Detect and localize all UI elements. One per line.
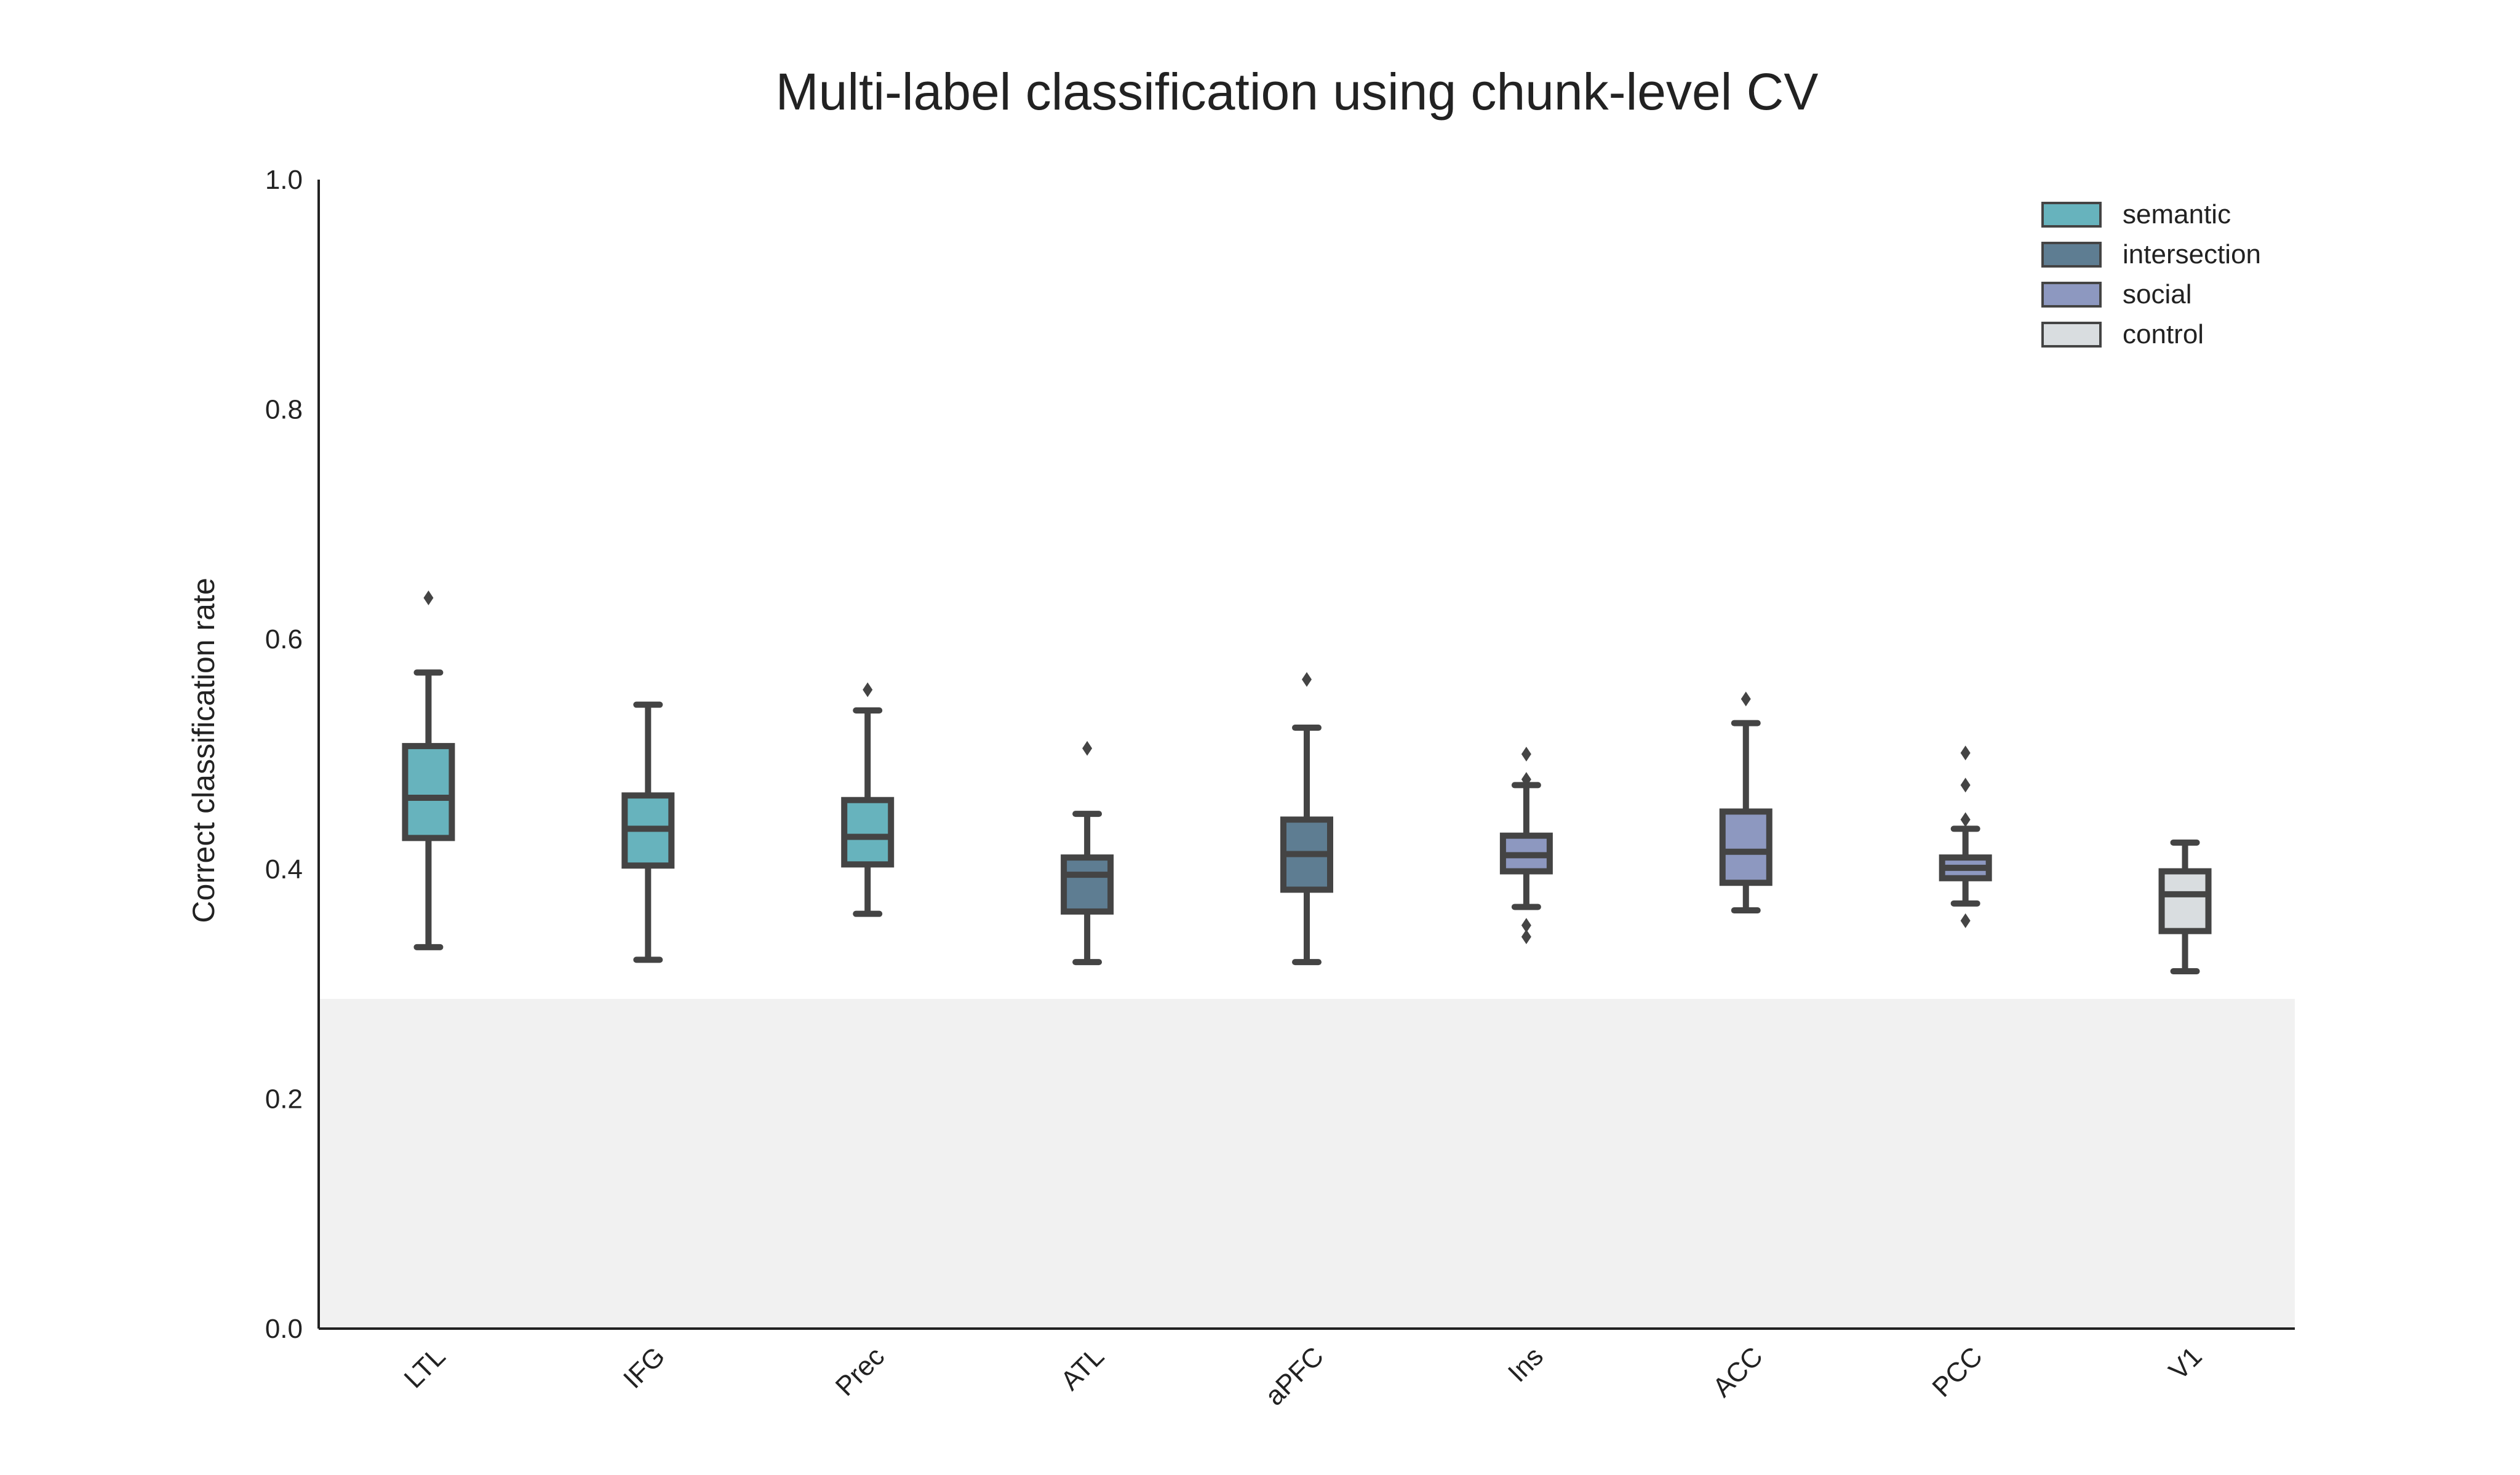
y-tick-label: 0.4 — [265, 854, 303, 885]
legend-swatch — [2041, 202, 2102, 228]
outlier-point — [1960, 913, 1971, 928]
y-tick-label: 0.6 — [265, 624, 303, 654]
box-ifg — [621, 701, 675, 963]
legend-item-label: intersection — [2123, 239, 2261, 269]
box-pcc — [1939, 745, 1992, 928]
x-tick-label: Prec — [830, 1341, 891, 1402]
outlier-point — [863, 682, 873, 698]
box-acc — [1719, 691, 1772, 914]
box-apfc — [1280, 672, 1333, 966]
box-iqr — [402, 742, 455, 841]
box-prec — [841, 682, 895, 917]
legend: semantic intersection social control — [2041, 199, 2261, 349]
outlier-point — [1521, 929, 1531, 945]
x-tick-label: PCC — [1926, 1341, 1988, 1402]
x-tick-label: IFG — [618, 1341, 671, 1394]
box-atl — [1061, 741, 1114, 966]
chart-title: Multi-label classification using chunk-l… — [776, 63, 1819, 121]
box-iqr — [1061, 854, 1114, 915]
legend-item-label: control — [2123, 319, 2204, 349]
axes-group: 0.0 0.2 0.4 0.6 0.8 1.0 — [265, 165, 2295, 1344]
outlier-point — [1960, 812, 1971, 827]
box-v1 — [2158, 839, 2212, 975]
y-axis-label: Correct classification rate — [186, 578, 221, 923]
outlier-point — [1960, 777, 1971, 793]
legend-swatch — [2041, 242, 2102, 268]
legend-swatch — [2041, 322, 2102, 348]
outlier-point — [423, 590, 434, 605]
chance-band — [319, 998, 2295, 1329]
y-tick-label: 0.2 — [265, 1084, 303, 1114]
outlier-point — [1082, 741, 1093, 756]
legend-item-label: semantic — [2123, 199, 2231, 229]
box-iqr — [841, 797, 895, 868]
outlier-point — [1521, 918, 1531, 933]
x-tick-label: ATL — [1055, 1341, 1110, 1396]
x-tick-label: LTL — [399, 1341, 452, 1394]
outlier-point — [1521, 747, 1531, 761]
box-iqr — [1719, 808, 1772, 886]
box-ltl — [402, 590, 455, 950]
y-tick-label: 1.0 — [265, 165, 303, 195]
x-tick-label: V1 — [2163, 1341, 2208, 1386]
outlier-point — [1960, 745, 1971, 761]
outlier-point — [1302, 672, 1312, 687]
box-ins — [1499, 747, 1553, 945]
legend-item-label: social — [2123, 279, 2192, 309]
x-tick-label: ACC — [1707, 1341, 1769, 1402]
box-iqr — [2158, 868, 2212, 934]
y-tick-label: 0.8 — [265, 395, 303, 425]
y-tick-label: 0.0 — [265, 1314, 303, 1344]
outlier-point — [1521, 772, 1531, 787]
legend-swatch — [2041, 282, 2102, 308]
outlier-point — [1740, 691, 1751, 707]
x-tick-label: Ins — [1502, 1341, 1549, 1388]
x-tick-label: aPFC — [1259, 1341, 1330, 1411]
